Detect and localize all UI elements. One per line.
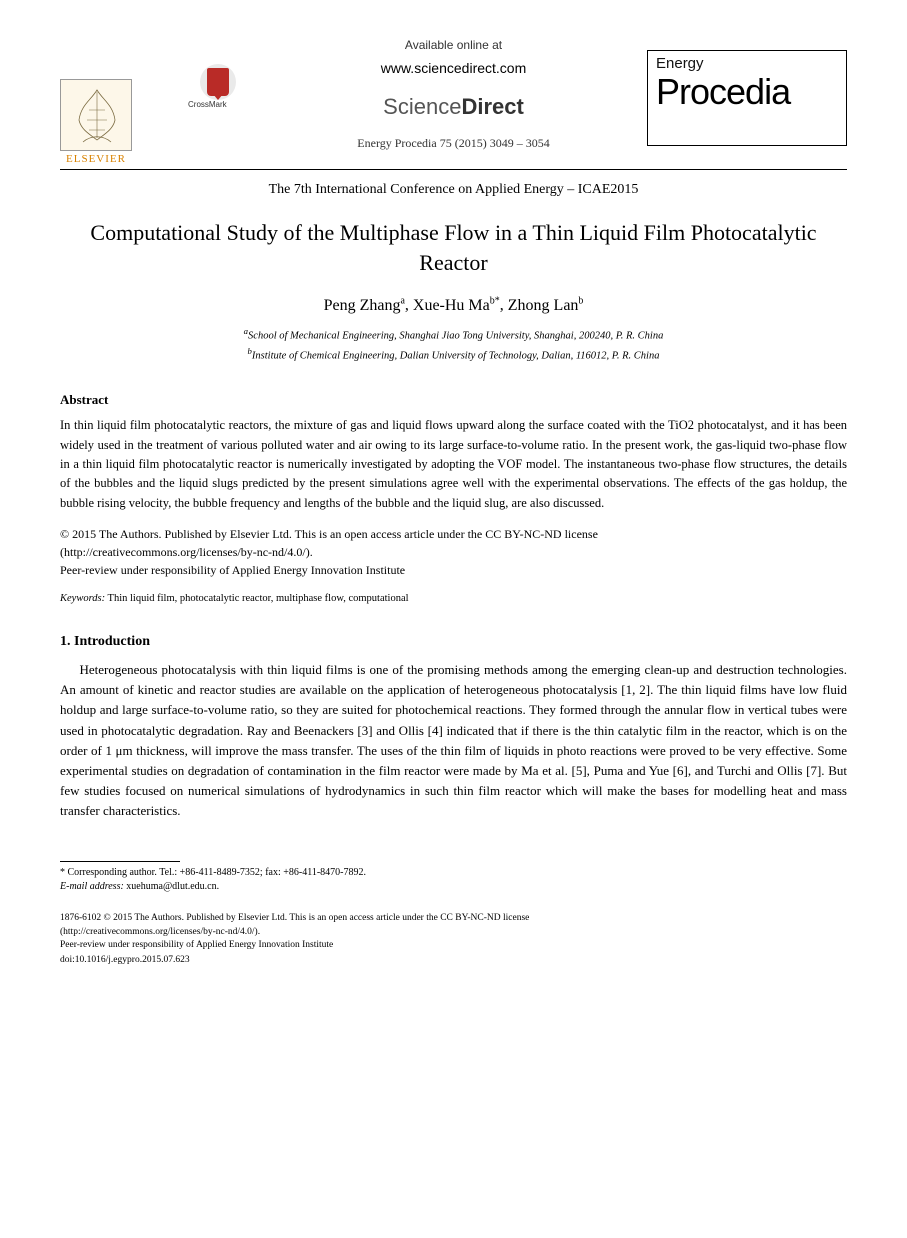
header: Available online at www.sciencedirect.co… bbox=[60, 60, 847, 170]
license-link[interactable]: (http://creativecommons.org/licenses/by-… bbox=[60, 545, 313, 559]
elsevier-logo[interactable]: ELSEVIER bbox=[60, 79, 132, 165]
abstract-text: In thin liquid film photocatalytic react… bbox=[60, 416, 847, 513]
available-online-label: Available online at bbox=[405, 38, 502, 52]
footer: 1876-6102 © 2015 The Authors. Published … bbox=[60, 912, 847, 967]
footnote-rule bbox=[60, 861, 180, 862]
brand-suffix: Direct bbox=[461, 94, 523, 119]
doi: doi:10.1016/j.egypro.2015.07.623 bbox=[60, 954, 847, 967]
section-1-heading: 1. Introduction bbox=[60, 634, 847, 650]
journal-title: Procedia bbox=[656, 74, 838, 110]
affiliations: aSchool of Mechanical Engineering, Shang… bbox=[60, 325, 847, 365]
keywords: Keywords: Thin liquid film, photocatalyt… bbox=[60, 593, 847, 604]
copyright-block: © 2015 The Authors. Published by Elsevie… bbox=[60, 525, 847, 579]
footer-license-link[interactable]: (http://creativecommons.org/licenses/by-… bbox=[60, 927, 260, 937]
author: Peng Zhanga bbox=[324, 297, 405, 314]
footnote: * Corresponding author. Tel.: +86-411-84… bbox=[60, 866, 847, 894]
elsevier-wordmark: ELSEVIER bbox=[60, 153, 132, 165]
journal-subtitle: Energy bbox=[656, 55, 838, 72]
peer-review-text: Peer-review under responsibility of Appl… bbox=[60, 563, 405, 577]
author: Zhong Lanb bbox=[508, 297, 584, 314]
brand-prefix: Science bbox=[383, 94, 461, 119]
keywords-list: Thin liquid film, photocatalytic reactor… bbox=[108, 593, 409, 604]
crossmark-label: CrossMark bbox=[188, 100, 227, 109]
author: Xue-Hu Mab* bbox=[413, 297, 500, 314]
bookmark-icon bbox=[207, 68, 229, 96]
authors: Peng Zhanga, Xue-Hu Mab*, Zhong Lanb bbox=[60, 295, 847, 314]
paper-title: Computational Study of the Multiphase Fl… bbox=[60, 218, 847, 277]
elsevier-tree-icon bbox=[60, 79, 132, 151]
crossmark-badge[interactable] bbox=[200, 64, 236, 100]
sciencedirect-brand: ScienceDirect bbox=[383, 94, 524, 120]
footer-peer-review: Peer-review under responsibility of Appl… bbox=[60, 939, 847, 952]
keywords-label: Keywords: bbox=[60, 593, 105, 604]
sciencedirect-link[interactable]: www.sciencedirect.com bbox=[381, 60, 527, 76]
affiliation-b: bInstitute of Chemical Engineering, Dali… bbox=[60, 345, 847, 364]
footer-issn: 1876-6102 © 2015 The Authors. Published … bbox=[60, 912, 847, 925]
copyright-text: © 2015 The Authors. Published by Elsevie… bbox=[60, 527, 598, 541]
corresponding-author: * Corresponding author. Tel.: +86-411-84… bbox=[60, 866, 847, 880]
corresponding-email: E-mail address: xuehuma@dlut.edu.cn. bbox=[60, 880, 847, 894]
journal-cover: Energy Procedia bbox=[647, 50, 847, 146]
abstract-heading: Abstract bbox=[60, 392, 847, 408]
section-1-body: Heterogeneous photocatalysis with thin l… bbox=[60, 660, 847, 821]
conference-name: The 7th International Conference on Appl… bbox=[60, 182, 847, 198]
citation: Energy Procedia 75 (2015) 3049 – 3054 bbox=[357, 136, 549, 151]
affiliation-a: aSchool of Mechanical Engineering, Shang… bbox=[60, 325, 847, 344]
